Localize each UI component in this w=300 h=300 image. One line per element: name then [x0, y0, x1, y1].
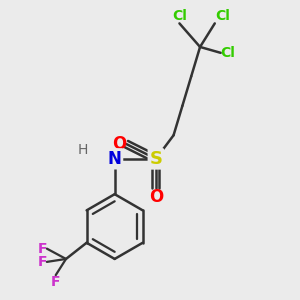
Text: Cl: Cl: [172, 9, 187, 23]
Text: O: O: [112, 135, 126, 153]
Text: Cl: Cl: [215, 9, 230, 23]
Text: O: O: [149, 188, 163, 206]
Text: N: N: [108, 150, 122, 168]
Text: F: F: [38, 242, 47, 256]
Text: F: F: [51, 275, 61, 289]
Text: S: S: [149, 150, 162, 168]
Text: H: H: [78, 143, 88, 157]
Text: Cl: Cl: [221, 46, 236, 60]
Text: F: F: [38, 255, 47, 269]
